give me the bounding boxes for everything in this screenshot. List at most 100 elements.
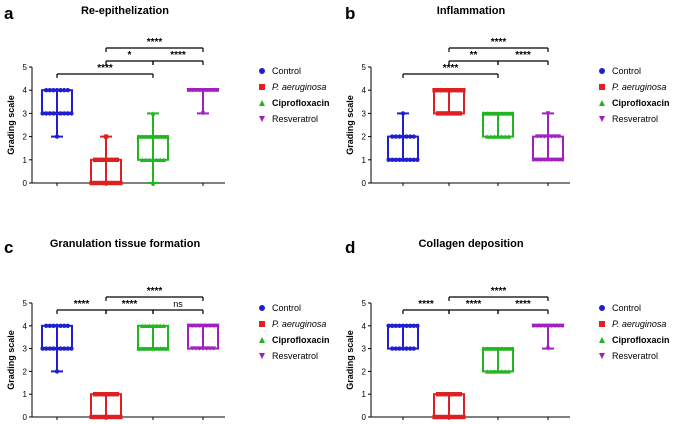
data-point — [211, 346, 216, 351]
data-point — [150, 180, 156, 186]
data-point — [386, 157, 391, 162]
data-point — [485, 346, 490, 351]
group-resveratrol — [531, 323, 565, 351]
data-point — [69, 346, 74, 351]
data-point — [535, 157, 540, 162]
significance-bar: **** — [105, 286, 204, 301]
group-control — [40, 323, 74, 374]
data-point — [553, 134, 558, 139]
data-point — [150, 346, 156, 351]
group-resveratrol — [531, 111, 565, 162]
data-point — [165, 346, 170, 351]
group-control — [386, 111, 420, 162]
data-point — [40, 346, 45, 351]
data-point — [61, 323, 67, 328]
data-point — [193, 346, 198, 351]
data-point — [397, 134, 402, 139]
significance-bar: **** — [402, 63, 499, 78]
data-point — [136, 134, 141, 139]
data-point — [390, 346, 395, 351]
data-point — [454, 111, 459, 116]
significance-bar: ns — [152, 299, 204, 314]
legend-marker — [599, 68, 605, 74]
data-point — [450, 414, 455, 420]
data-point — [549, 157, 554, 162]
data-point — [488, 111, 493, 116]
data-point — [499, 369, 504, 374]
data-point — [143, 157, 148, 162]
legend-label: P. aeruginosa — [612, 319, 666, 329]
data-point — [93, 157, 98, 162]
legend-marker — [599, 84, 605, 90]
data-point — [96, 414, 101, 420]
data-point — [44, 111, 49, 116]
group-ciprofloxacin — [481, 111, 515, 139]
data-point — [461, 414, 466, 420]
group-p-aeruginosa — [432, 88, 466, 116]
data-point — [535, 134, 540, 139]
data-point — [140, 323, 145, 328]
data-point — [143, 134, 148, 139]
data-point — [400, 323, 406, 328]
data-point — [200, 88, 206, 93]
data-point — [436, 88, 441, 93]
data-point — [161, 323, 166, 328]
data-point — [556, 134, 561, 139]
y-axis-label: Grading scale — [6, 95, 16, 155]
data-point — [446, 414, 452, 420]
legend-marker — [599, 116, 605, 122]
data-point — [154, 134, 159, 139]
data-point — [100, 392, 105, 397]
data-point — [147, 346, 152, 351]
y-tick-label: 2 — [362, 367, 367, 376]
data-point — [154, 323, 159, 328]
data-point — [560, 323, 565, 328]
data-point — [488, 134, 493, 139]
data-point — [61, 88, 67, 93]
significance-bar: * — [105, 50, 154, 65]
legend-label: Control — [612, 66, 641, 76]
data-point — [114, 414, 119, 420]
data-point — [215, 323, 220, 328]
data-point — [215, 88, 220, 93]
data-point — [200, 111, 206, 116]
data-point — [492, 134, 497, 139]
data-point — [96, 157, 101, 162]
data-point — [154, 346, 159, 351]
data-point — [193, 323, 198, 328]
data-point — [454, 414, 459, 420]
y-tick-label: 5 — [362, 299, 367, 308]
data-point — [204, 88, 209, 93]
y-tick-label: 4 — [362, 86, 367, 95]
data-point — [47, 111, 52, 116]
data-point — [393, 323, 398, 328]
data-point — [140, 157, 145, 162]
significance-bar: **** — [105, 37, 204, 52]
data-point — [103, 180, 109, 186]
data-point — [40, 111, 45, 116]
legend-label: P. aeruginosa — [612, 82, 666, 92]
data-point — [404, 157, 409, 162]
data-point — [96, 180, 101, 186]
data-point — [545, 157, 551, 162]
data-point — [390, 157, 395, 162]
data-point — [400, 134, 406, 139]
y-tick-label: 0 — [23, 179, 28, 188]
data-point — [54, 134, 60, 139]
legend-label: Ciprofloxacin — [272, 98, 330, 108]
significance-bar: **** — [152, 50, 204, 65]
legend-marker — [259, 337, 265, 343]
data-point — [545, 111, 551, 116]
data-point — [65, 111, 71, 116]
data-point — [147, 323, 152, 328]
significance-label: **** — [147, 37, 163, 48]
y-tick-label: 3 — [362, 109, 367, 118]
y-tick-label: 5 — [362, 63, 367, 72]
data-point — [535, 323, 540, 328]
legend-label: Control — [272, 66, 301, 76]
data-point — [114, 157, 119, 162]
data-point — [100, 157, 105, 162]
data-point — [397, 323, 402, 328]
data-point — [193, 88, 198, 93]
